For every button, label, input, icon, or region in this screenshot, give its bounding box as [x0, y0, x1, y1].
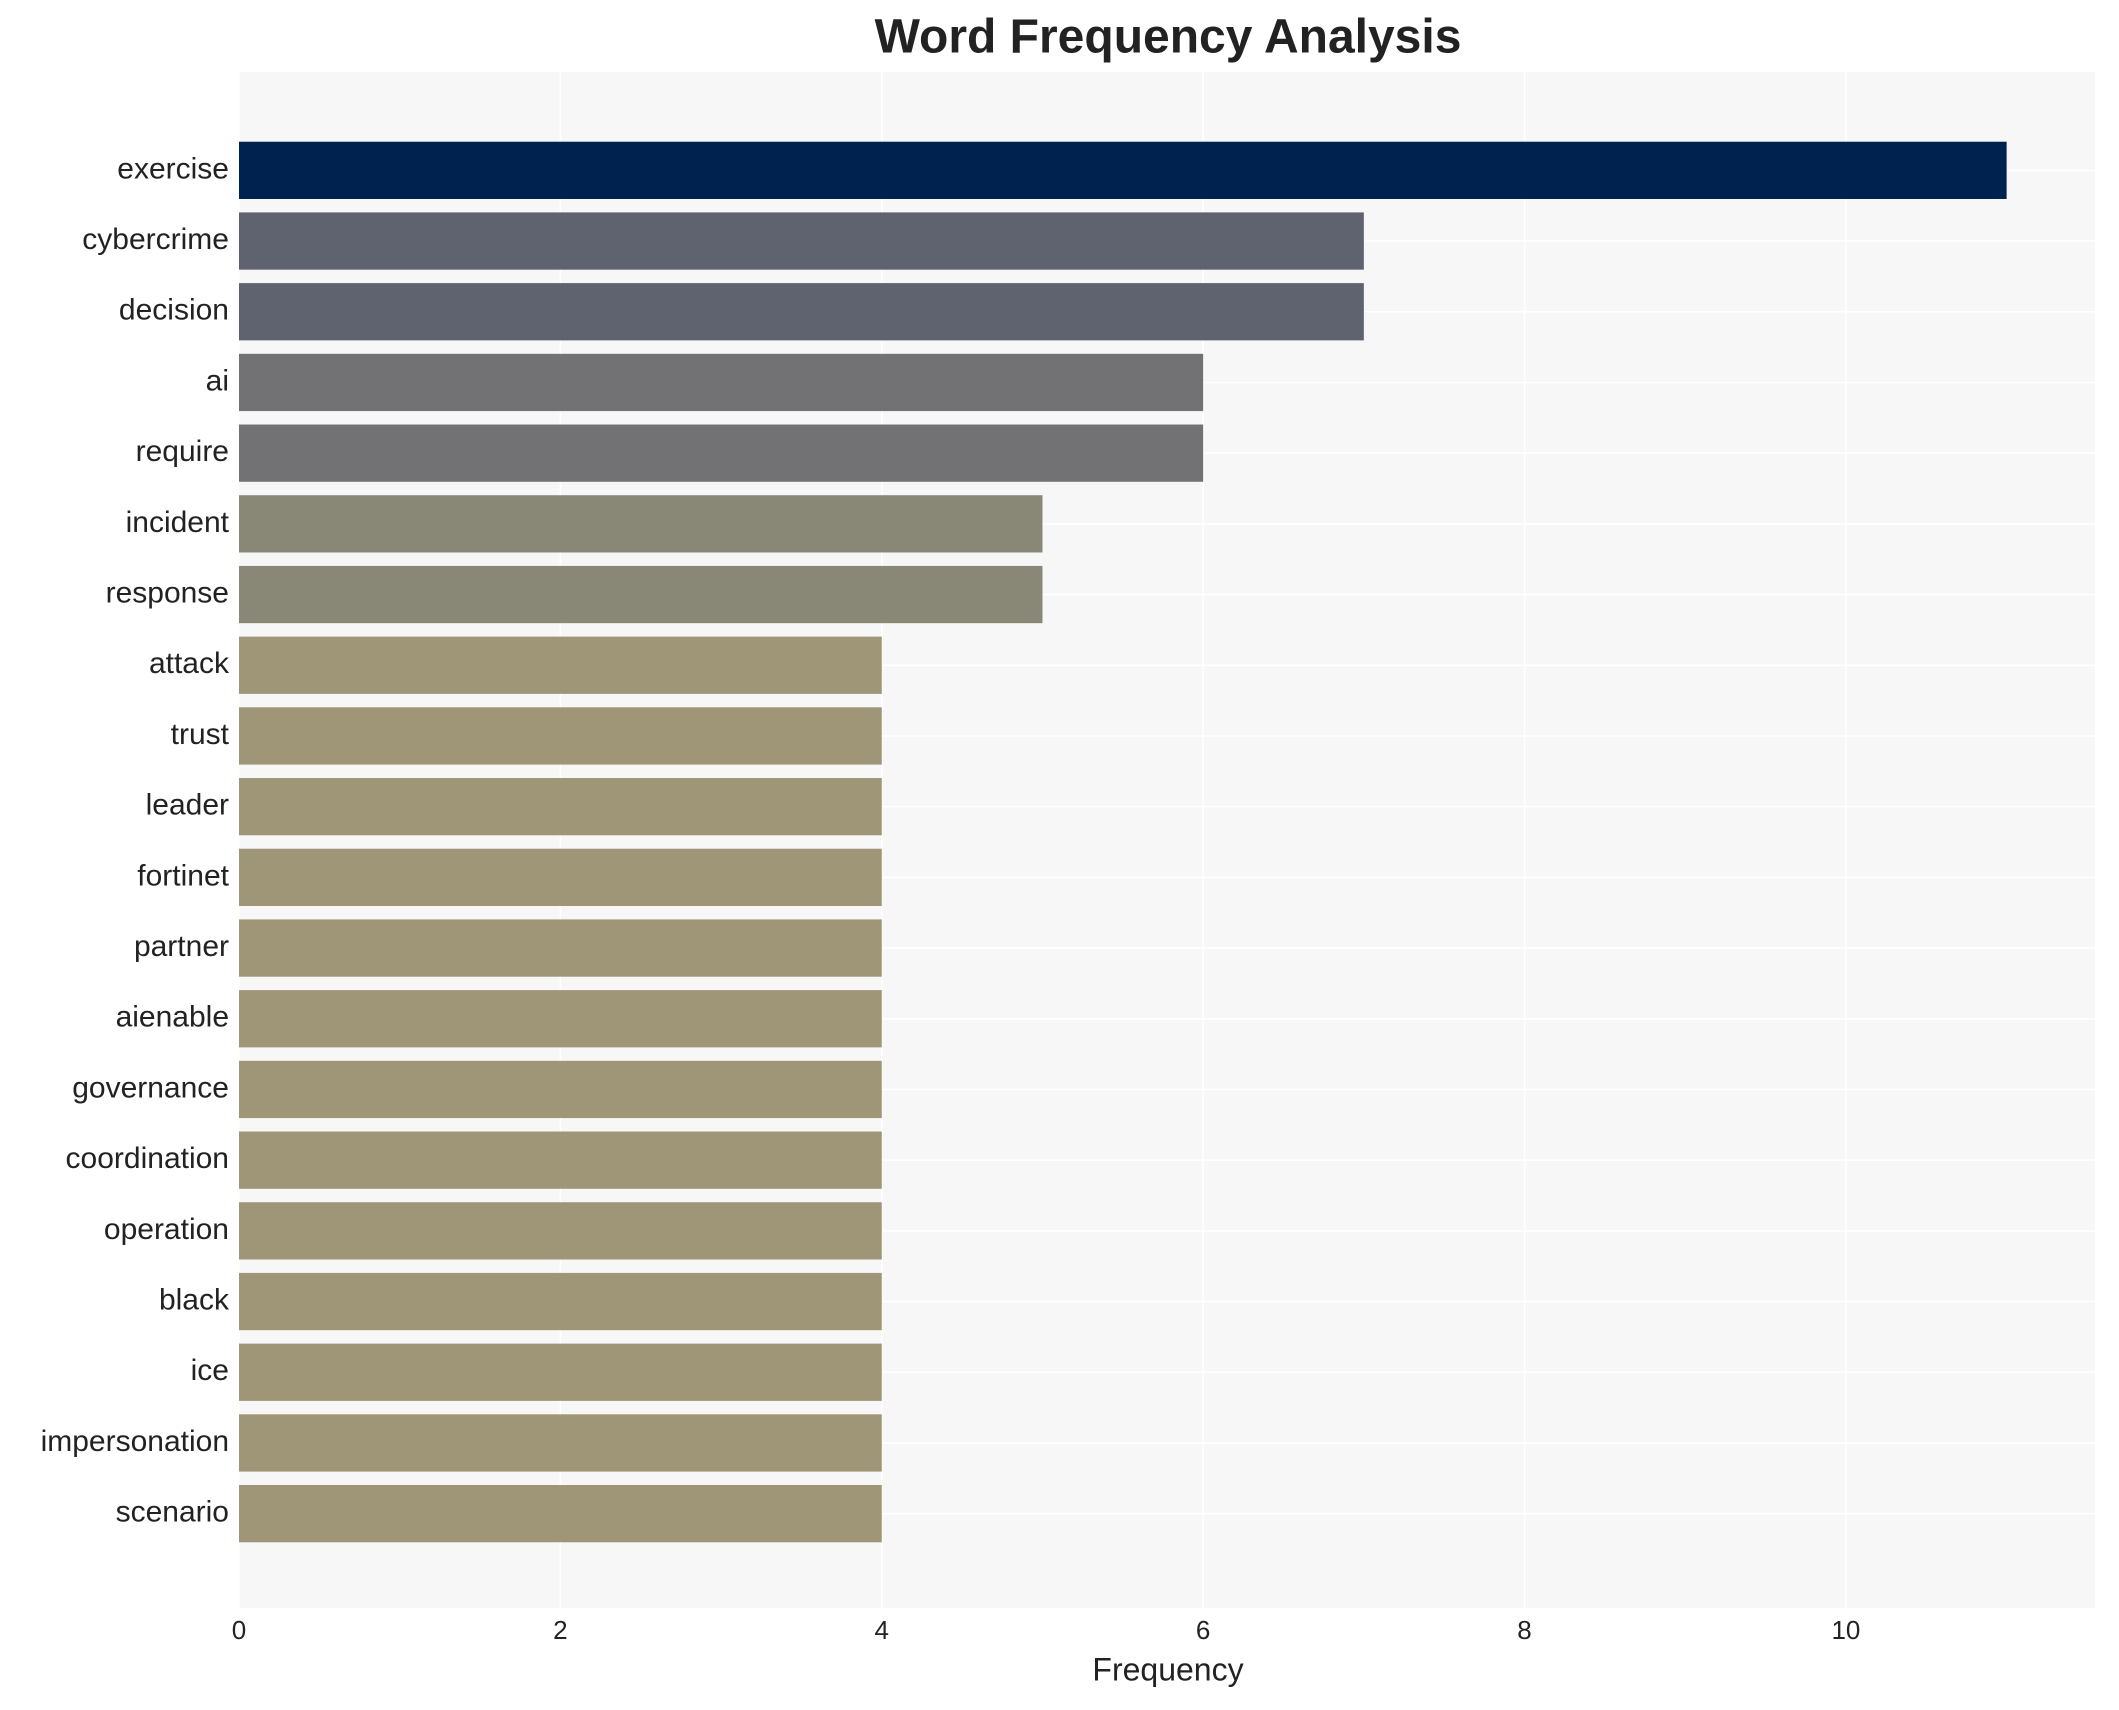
y-tick-label: fortinet	[137, 859, 229, 892]
x-tick-label: 4	[875, 1615, 889, 1645]
chart-title: Word Frequency Analysis	[875, 11, 1462, 64]
y-tick-label: scenario	[116, 1496, 229, 1529]
bar	[239, 707, 882, 765]
x-tick-label: 6	[1196, 1615, 1210, 1645]
bar	[239, 636, 882, 694]
bar	[239, 848, 882, 906]
bar	[239, 1202, 882, 1260]
y-tick-label: trust	[171, 718, 230, 751]
y-tick-label: partner	[134, 930, 229, 963]
x-tick-label: 2	[553, 1615, 567, 1645]
bar	[239, 141, 2007, 199]
y-tick-label: ai	[206, 364, 229, 397]
y-tick-label: ice	[191, 1354, 229, 1387]
bar	[239, 283, 1364, 341]
bar	[239, 1414, 882, 1472]
bar	[239, 1272, 882, 1331]
y-tick-label: cybercrime	[82, 223, 229, 256]
y-tick-label: leader	[146, 789, 229, 822]
y-tick-label: governance	[72, 1071, 229, 1104]
x-tick-label: 0	[232, 1615, 246, 1645]
y-tick-label: black	[159, 1283, 230, 1316]
bar	[239, 495, 1043, 553]
y-tick-label: coordination	[66, 1142, 229, 1175]
y-tick-label: require	[136, 435, 229, 468]
bar	[239, 1485, 882, 1543]
y-tick-label: operation	[104, 1213, 229, 1246]
bar	[239, 353, 1204, 412]
y-tick-label: exercise	[117, 152, 229, 185]
x-tick-label: 8	[1517, 1615, 1531, 1645]
y-tick-label: response	[106, 576, 229, 609]
y-tick-label: impersonation	[41, 1425, 229, 1458]
bar	[239, 1060, 882, 1119]
bar	[239, 212, 1364, 270]
bar	[239, 565, 1043, 624]
bar	[239, 1343, 882, 1401]
y-tick-label: aienable	[116, 1001, 229, 1034]
y-tick-label: attack	[149, 647, 230, 680]
y-tick-label: incident	[126, 506, 230, 539]
bar	[239, 778, 882, 836]
bar	[239, 424, 1204, 482]
bar	[239, 990, 882, 1048]
x-axis-label: Frequency	[1092, 1651, 1243, 1687]
bar	[239, 919, 882, 977]
bar	[239, 1131, 882, 1189]
x-tick-label: 10	[1831, 1615, 1860, 1645]
y-tick-label: decision	[119, 294, 229, 327]
